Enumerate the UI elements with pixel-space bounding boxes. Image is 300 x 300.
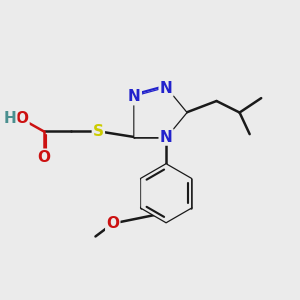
Text: O: O bbox=[37, 150, 50, 165]
Text: N: N bbox=[128, 89, 141, 104]
Polygon shape bbox=[141, 164, 191, 222]
Text: N: N bbox=[160, 80, 172, 95]
Text: N: N bbox=[160, 130, 172, 145]
Text: O: O bbox=[106, 216, 119, 231]
Text: S: S bbox=[93, 124, 104, 139]
Text: O: O bbox=[16, 111, 28, 126]
Polygon shape bbox=[134, 88, 186, 137]
Text: H: H bbox=[4, 111, 16, 126]
